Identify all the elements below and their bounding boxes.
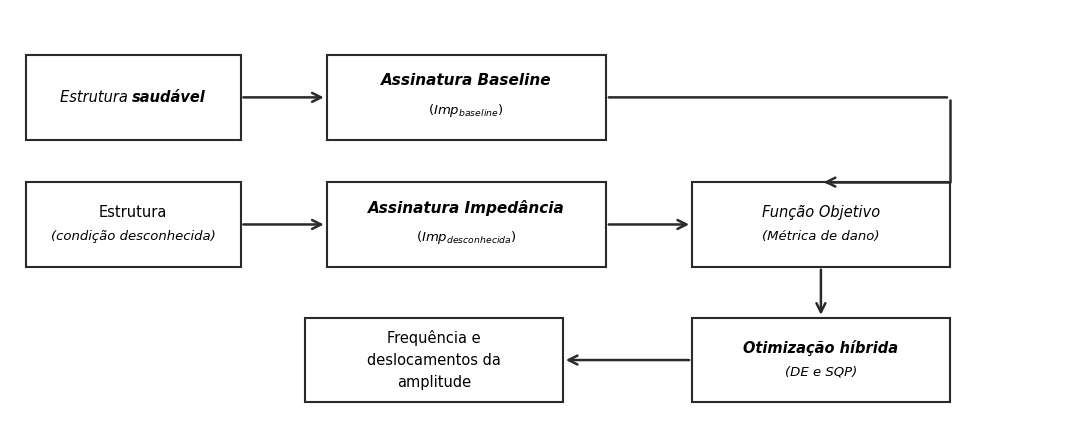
Text: Assinatura Impedância: Assinatura Impedância [368,200,564,216]
FancyBboxPatch shape [26,182,240,267]
Text: (DE e SQP): (DE e SQP) [785,365,857,378]
Text: (Métrica de dano): (Métrica de dano) [762,230,879,243]
Text: $(Imp_{desconhecida})$: $(Imp_{desconhecida})$ [416,229,517,246]
Text: $(Imp_{baseline})$: $(Imp_{baseline})$ [429,102,504,118]
FancyBboxPatch shape [327,55,606,140]
Text: Otimização híbrida: Otimização híbrida [743,340,899,356]
Text: amplitude: amplitude [397,375,471,390]
Text: (condição desconhecida): (condição desconhecida) [51,230,216,243]
FancyBboxPatch shape [692,182,950,267]
FancyBboxPatch shape [305,318,563,403]
FancyBboxPatch shape [327,182,606,267]
Text: Estrutura: Estrutura [99,205,167,220]
Text: Frequência e: Frequência e [388,330,481,346]
Text: deslocamentos da: deslocamentos da [367,353,501,368]
FancyBboxPatch shape [692,318,950,403]
Text: saudável: saudável [132,90,206,105]
Text: Assinatura Baseline: Assinatura Baseline [381,73,551,88]
FancyBboxPatch shape [26,55,240,140]
Text: Estrutura: Estrutura [60,90,132,105]
Text: Função Objetivo: Função Objetivo [761,205,880,220]
